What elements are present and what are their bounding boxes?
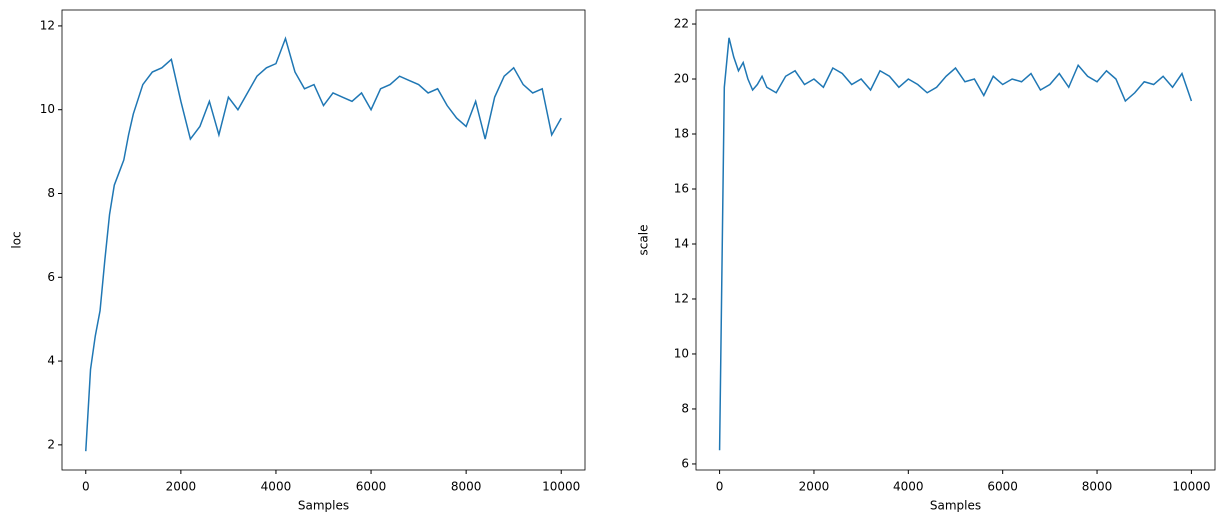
- y-tick-label: 18: [674, 127, 689, 141]
- y-tick-label: 10: [674, 346, 689, 360]
- y-axis-label: scale: [637, 225, 651, 256]
- y-tick-label: 12: [674, 291, 689, 305]
- y-tick-label: 8: [681, 401, 689, 415]
- x-tick-label: 10000: [1172, 480, 1210, 494]
- y-tick-label: 8: [47, 186, 55, 200]
- x-tick-label: 4000: [893, 480, 924, 494]
- axes-frame: [61, 9, 586, 471]
- y-axis-label: loc: [10, 231, 24, 248]
- trace-line: [85, 36, 562, 452]
- x-tick-label: 2000: [799, 480, 830, 494]
- y-tick-label: 6: [47, 270, 55, 284]
- y-tick-label: 22: [674, 17, 689, 31]
- axes-frame: [695, 9, 1216, 471]
- x-tick-label: 0: [716, 480, 724, 494]
- y-tick-label: 14: [674, 236, 689, 250]
- y-tick-label: 6: [681, 456, 689, 470]
- x-tick-label: 8000: [451, 480, 482, 494]
- x-axis-label: Samples: [930, 499, 981, 513]
- y-tick-label: 4: [47, 354, 55, 368]
- y-tick-label: 20: [674, 72, 689, 86]
- x-tick-label: 2000: [166, 480, 197, 494]
- y-tick-label: 10: [40, 102, 55, 116]
- trace-line: [718, 37, 1193, 451]
- x-tick-label: 6000: [987, 480, 1018, 494]
- x-tick-label: 0: [82, 480, 90, 494]
- y-tick-label: 2: [47, 437, 55, 451]
- x-tick-label: 10000: [542, 480, 580, 494]
- y-tick-label: 16: [674, 181, 689, 195]
- x-tick-label: 4000: [261, 480, 292, 494]
- y-tick-label: 12: [40, 18, 55, 32]
- x-tick-label: 6000: [356, 480, 387, 494]
- x-tick-label: 8000: [1082, 480, 1113, 494]
- x-axis-label: Samples: [298, 499, 349, 513]
